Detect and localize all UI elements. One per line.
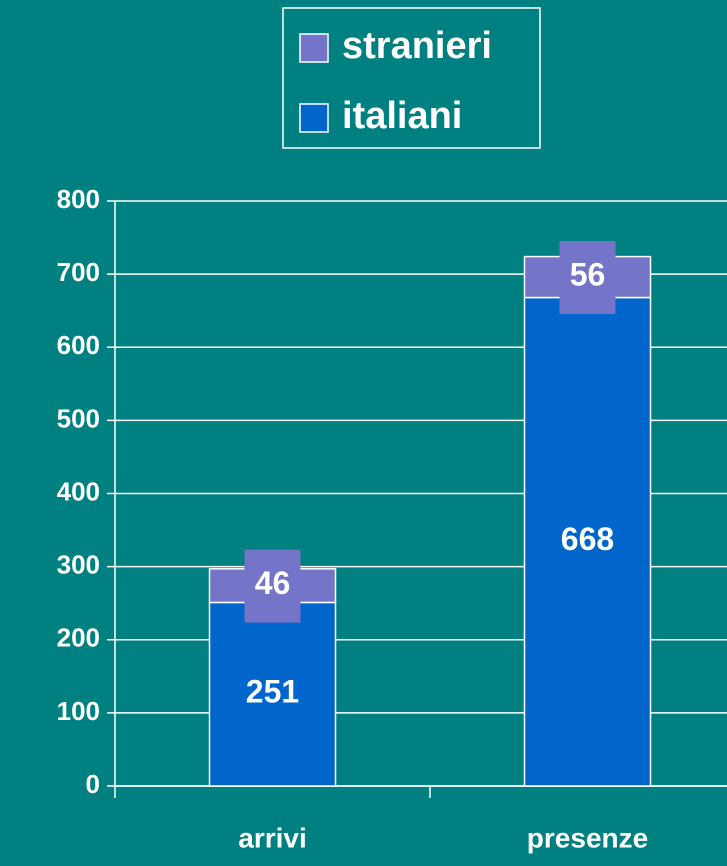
data-label-box	[244, 549, 301, 623]
legend-swatch	[299, 103, 329, 133]
x-tick-label: presenze	[527, 822, 648, 853]
data-label: 56	[570, 257, 606, 293]
data-label: 251	[246, 674, 299, 710]
x-tick-label: arrivi	[238, 822, 307, 853]
y-tick-label: 300	[57, 550, 100, 580]
y-tick-label: 400	[57, 476, 100, 506]
legend-box	[282, 7, 541, 149]
bar-segment	[523, 296, 652, 787]
y-tick-label: 500	[57, 403, 100, 433]
legend-label: italiani	[342, 95, 462, 137]
y-tick-label: 800	[57, 184, 100, 214]
data-label: 46	[255, 565, 291, 601]
legend-label: stranieri	[342, 25, 492, 67]
data-label-box	[559, 241, 616, 315]
legend-swatch	[299, 33, 329, 63]
y-tick-label: 700	[57, 257, 100, 287]
data-label: 668	[561, 521, 614, 557]
y-tick-label: 0	[86, 769, 100, 799]
y-tick-label: 100	[57, 696, 100, 726]
y-tick-label: 600	[57, 330, 100, 360]
y-tick-label: 200	[57, 623, 100, 653]
